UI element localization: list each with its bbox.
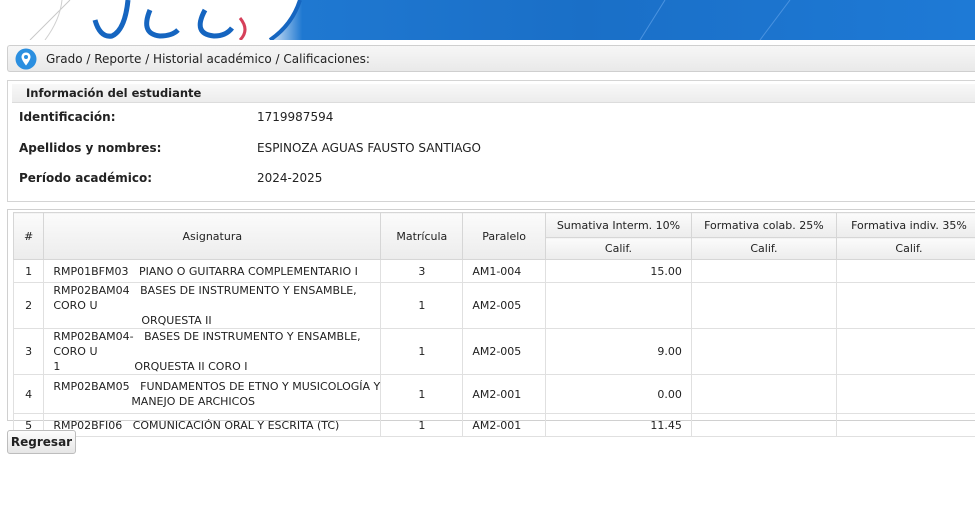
row-enrollment: 1 xyxy=(380,282,464,329)
grades-table-panel: # Asignatura Matrícula Paralelo Sumativa… xyxy=(7,209,975,437)
table-row[interactable]: 4 RMP02BAM05 FUNDAMENTOS DE ETNO Y MUSIC… xyxy=(12,374,975,414)
table-row[interactable]: 5 RMP02BFI06 COMUNICACIÓN ORAL Y ESCRITA… xyxy=(12,413,975,437)
row-grade-formativa-colab xyxy=(690,413,837,437)
row-num: 4 xyxy=(12,374,45,414)
grades-table: # Asignatura Matrícula Paralelo Sumativa… xyxy=(12,212,975,437)
row-section: AM2-005 xyxy=(462,282,547,329)
row-grade-sumativa: 9.00 xyxy=(545,328,692,375)
name-value: ESPINOZA AGUAS FAUSTO SANTIAGO xyxy=(257,141,481,155)
row-grade-formativa-colab xyxy=(690,328,837,375)
col-num-header: # xyxy=(12,212,45,260)
col-formativa-indiv-header: Formativa indiv. 35% xyxy=(835,212,975,238)
row-grade-sumativa: 0.00 xyxy=(545,374,692,414)
subject-name: FUNDAMENTOS DE ETNO Y MUSICOLOGÍA Y xyxy=(140,380,381,393)
subject-name: PIANO O GUITARRA COMPLEMENTARIO I xyxy=(138,264,358,278)
row-num: 2 xyxy=(12,282,45,329)
location-pin-icon xyxy=(15,48,37,69)
row-enrollment: 1 xyxy=(380,413,464,437)
table-row[interactable]: 2 RMP02BAM04 BASES DE INSTRUMENTO Y ENSA… xyxy=(12,282,975,329)
row-grade-formativa-indiv xyxy=(835,282,975,329)
subject-code: RMP02BAM05 xyxy=(53,380,130,393)
id-label: Identificación: xyxy=(19,110,116,124)
row-section: AM1-004 xyxy=(462,259,547,283)
row-subject: RMP02BAM04- BASES DE INSTRUMENTO Y ENSAM… xyxy=(43,328,382,375)
row-subject: RMP01BFM03 PIANO O GUITARRA COMPLEMENTAR… xyxy=(43,259,382,283)
back-button[interactable]: Regresar xyxy=(7,430,76,454)
row-grade-formativa-indiv xyxy=(835,259,975,283)
subject-name: BASES DE INSTRUMENTO Y ENSAMBLE, CORO U xyxy=(53,284,357,312)
subject-code: RMP02BAM04- xyxy=(53,330,134,343)
row-enrollment: 1 xyxy=(380,374,464,414)
row-subject: RMP02BAM04 BASES DE INSTRUMENTO Y ENSAMB… xyxy=(43,282,382,329)
row-section: AM2-005 xyxy=(462,328,547,375)
col-enrollment-header[interactable]: Matrícula xyxy=(380,212,464,260)
table-row[interactable]: 1 RMP01BFM03 PIANO O GUITARRA COMPLEMENT… xyxy=(12,259,975,283)
id-value: 1719987594 xyxy=(257,110,334,124)
breadcrumb: Grado / Reporte / Historial académico / … xyxy=(7,45,975,72)
col-subject-header[interactable]: Asignatura xyxy=(43,212,382,260)
period-value: 2024-2025 xyxy=(257,171,323,185)
row-section: AM2-001 xyxy=(462,413,547,437)
col-formativa-indiv-calif-header[interactable]: Calif. xyxy=(835,237,975,260)
col-formativa-colab-header: Formativa colab. 25% xyxy=(690,212,837,238)
row-grade-formativa-indiv xyxy=(835,328,975,375)
subject-code: RMP01BFM03 xyxy=(53,264,129,278)
subject-name-cont: MANEJO DE ARCHICOS xyxy=(131,395,255,408)
row-grade-sumativa: 11.45 xyxy=(545,413,692,437)
row-enrollment: 1 xyxy=(380,328,464,375)
subject-name-cont: ORQUESTA II xyxy=(141,314,212,327)
subject-code-cont: 1 xyxy=(53,360,61,373)
row-subject: RMP02BFI06 COMUNICACIÓN ORAL Y ESCRITA (… xyxy=(43,413,382,437)
breadcrumb-path: Grado / Reporte / Historial académico / … xyxy=(46,51,370,66)
col-section-header[interactable]: Paralelo xyxy=(462,212,547,260)
period-label: Período académico: xyxy=(19,171,153,185)
subject-name: COMUNICACIÓN ORAL Y ESCRITA (TC) xyxy=(132,418,340,432)
row-num: 1 xyxy=(12,259,45,283)
col-formativa-colab-calif-header[interactable]: Calif. xyxy=(690,237,837,260)
col-sumativa-header: Sumativa Interm. 10% xyxy=(545,212,692,238)
row-grade-formativa-indiv xyxy=(835,374,975,414)
row-grade-sumativa: 15.00 xyxy=(545,259,692,283)
row-grade-sumativa xyxy=(545,282,692,329)
subject-code: RMP02BAM04 xyxy=(53,284,130,297)
subject-name: BASES DE INSTRUMENTO Y ENSAMBLE, CORO U xyxy=(53,330,361,358)
row-num: 3 xyxy=(12,328,45,375)
header-banner xyxy=(0,0,975,40)
subject-code: RMP02BFI06 xyxy=(53,418,123,432)
table-row[interactable]: 3 RMP02BAM04- BASES DE INSTRUMENTO Y ENS… xyxy=(12,328,975,375)
subject-name-cont: ORQUESTA II CORO I xyxy=(134,360,248,373)
row-enrollment: 3 xyxy=(380,259,464,283)
row-section: AM2-001 xyxy=(462,374,547,414)
banner-logo-graphic xyxy=(0,0,791,40)
col-sumativa-calif-header[interactable]: Calif. xyxy=(545,237,692,260)
row-grade-formativa-colab xyxy=(690,282,837,329)
row-subject: RMP02BAM05 FUNDAMENTOS DE ETNO Y MUSICOL… xyxy=(43,374,382,414)
row-grade-formativa-colab xyxy=(690,374,837,414)
student-info-panel: Información del estudiante Identificació… xyxy=(7,80,975,202)
row-grade-formativa-indiv xyxy=(835,413,975,437)
name-label: Apellidos y nombres: xyxy=(19,141,162,155)
row-grade-formativa-colab xyxy=(690,259,837,283)
student-info-title: Información del estudiante xyxy=(12,84,975,103)
